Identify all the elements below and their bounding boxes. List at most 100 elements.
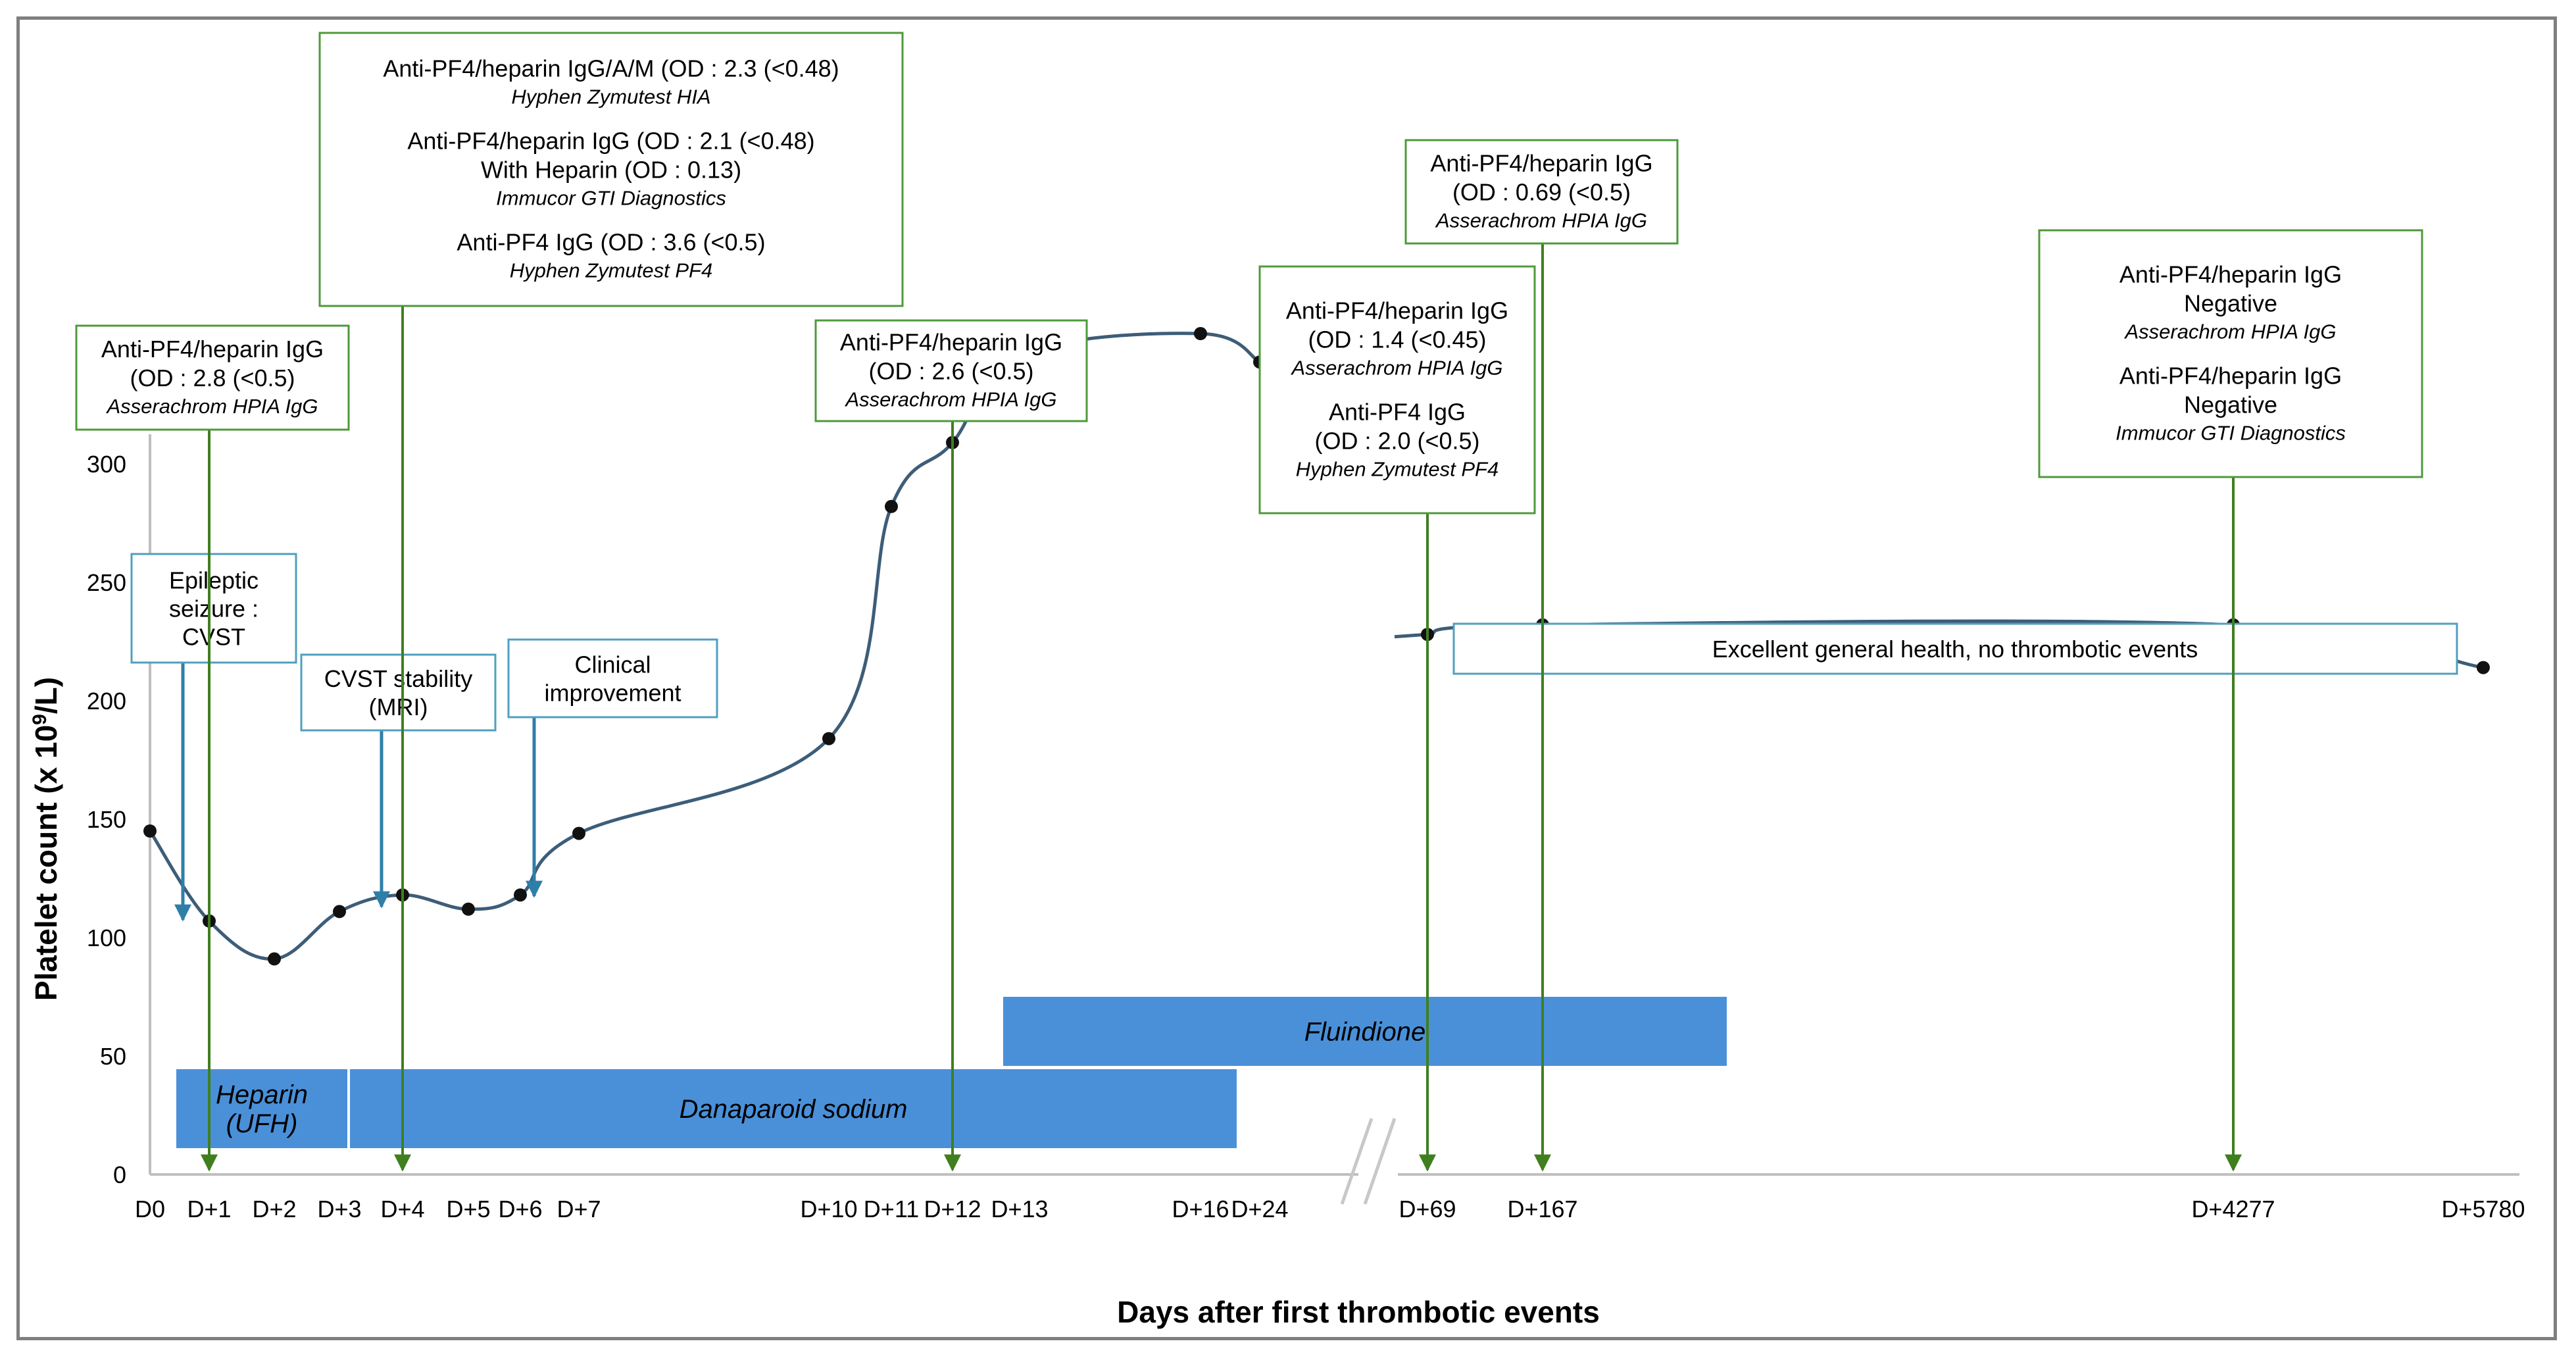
data-point <box>514 888 527 902</box>
test-method-label: Asserachrom HPIA IgG <box>105 395 318 418</box>
test-result-label: (OD : 2.0 (<0.5) <box>1314 428 1479 455</box>
test-result-label: Anti-PF4/heparin IgG/A/M (OD : 2.3 (<0.4… <box>383 55 839 82</box>
treatment-bar <box>1003 997 1727 1066</box>
x-tick-label: D+24 <box>1231 1196 1288 1222</box>
data-point <box>268 952 281 966</box>
data-point <box>885 499 898 513</box>
x-tick-label: D+7 <box>557 1196 601 1222</box>
treatment-label: Danaparoid sodium <box>680 1095 908 1124</box>
y-tick-label: 50 <box>100 1043 126 1070</box>
treatment-label: (UFH) <box>226 1109 298 1138</box>
x-tick-label: D+4277 <box>2191 1196 2275 1222</box>
test-result-label: Anti-PF4/heparin IgG <box>101 336 324 363</box>
data-point <box>2477 661 2490 674</box>
test-result-annotations: Anti-PF4/heparin IgG(OD : 2.8 (<0.5)Asse… <box>75 32 2423 1172</box>
data-point <box>572 826 585 840</box>
y-axis-title-main: Platelet count (x 10 <box>29 725 63 1001</box>
y-tick-label: 200 <box>87 688 126 715</box>
y-axis-title-superscript: 9 <box>29 714 51 725</box>
event-label: seizure : <box>169 595 259 622</box>
y-tick-label: 250 <box>87 569 126 596</box>
test-box <box>75 324 350 431</box>
test-result-label: Anti-PF4/heparin IgG <box>2119 261 2342 288</box>
test-result-label: With Heparin (OD : 0.13) <box>481 157 741 184</box>
health-banner: Excellent general health, no thrombotic … <box>1452 622 2458 675</box>
test-box <box>318 32 904 307</box>
x-tick-label: D0 <box>135 1196 165 1222</box>
axis-break-mark <box>1363 1118 1397 1205</box>
event-label: improvement <box>544 680 681 707</box>
banner-text: Excellent general health, no thrombotic … <box>1712 636 2198 663</box>
x-tick-label: D+69 <box>1399 1196 1456 1222</box>
x-tick-label: D+5780 <box>2441 1196 2525 1222</box>
test-result-label: Anti-PF4/heparin IgG <box>840 329 1062 356</box>
x-tick-label: D+16 <box>1172 1196 1229 1222</box>
test-result-label: Anti-PF4/heparin IgG <box>1286 297 1508 324</box>
event-box <box>130 553 297 664</box>
test-method-label: Immucor GTI Diagnostics <box>496 187 726 210</box>
test-result-label: Anti-PF4/heparin IgG <box>2119 363 2342 390</box>
event-label: Epileptic <box>169 567 259 594</box>
data-point <box>822 732 835 745</box>
x-tick-label: D+167 <box>1507 1196 1577 1222</box>
axis-break-mark <box>1340 1118 1374 1205</box>
test-box <box>1404 139 1679 245</box>
figure-frame <box>16 16 2557 1340</box>
test-result-label: (OD : 1.4 (<0.45) <box>1308 326 1486 353</box>
x-tick-label: D+11 <box>864 1196 919 1222</box>
x-tick-label: D+4 <box>380 1196 424 1222</box>
event-label: Clinical <box>574 651 651 678</box>
test-method-label: Asserachrom HPIA IgG <box>1435 209 1647 232</box>
x-tick-label: D+1 <box>187 1196 231 1222</box>
test-result-label: Anti-PF4/heparin IgG (OD : 2.1 (<0.48) <box>407 128 814 155</box>
x-tick-label: D+3 <box>317 1196 361 1222</box>
treatment-bar <box>176 1069 347 1148</box>
test-result-label: Anti-PF4 IgG (OD : 3.6 (<0.5) <box>457 229 765 256</box>
data-point <box>333 905 346 919</box>
test-box <box>2038 229 2423 478</box>
treatment-label: Fluindione <box>1304 1018 1426 1047</box>
test-method-label: Asserachrom HPIA IgG <box>844 388 1056 411</box>
x-tick-label: D+2 <box>252 1196 296 1222</box>
y-tick-label: 300 <box>87 451 126 478</box>
event-box <box>507 638 718 718</box>
data-point <box>462 902 475 916</box>
test-result-label: Anti-PF4/heparin IgG <box>1430 150 1652 177</box>
x-tick-label: D+10 <box>800 1196 857 1222</box>
test-method-label: Hyphen Zymutest PF4 <box>1296 458 1499 481</box>
data-point <box>143 824 157 838</box>
x-tick-label: D+6 <box>498 1196 542 1222</box>
test-result-label: Negative <box>2184 290 2277 317</box>
x-tick-label: D+12 <box>924 1196 981 1222</box>
test-result-label: Anti-PF4 IgG <box>1329 399 1466 426</box>
y-tick-label: 150 <box>87 806 126 833</box>
test-method-label: Hyphen Zymutest PF4 <box>510 259 712 282</box>
banner-box <box>1452 622 2458 675</box>
x-tick-label: D+13 <box>991 1196 1048 1222</box>
event-label: CVST <box>182 624 245 651</box>
test-box <box>1258 265 1536 515</box>
treatment-bar <box>350 1069 1237 1148</box>
treatment-bars: Heparin(UFH) Danaparoid sodium Fluindione <box>176 997 1727 1148</box>
test-method-label: Immucor GTI Diagnostics <box>2116 422 2346 445</box>
test-result-label: (OD : 0.69 (<0.5) <box>1452 179 1631 206</box>
test-result-label: Negative <box>2184 391 2277 418</box>
y-axis-title-unit: /L) <box>29 677 63 714</box>
event-label: (MRI) <box>369 693 428 720</box>
y-tick-label: 0 <box>113 1161 126 1188</box>
test-method-label: Asserachrom HPIA IgG <box>1290 357 1502 380</box>
test-result-label: (OD : 2.6 (<0.5) <box>868 358 1033 385</box>
y-axis-title: Platelet count (x 109/L) <box>29 677 63 1001</box>
x-axis-title: Days after first thrombotic events <box>1117 1295 1600 1329</box>
data-point <box>1194 327 1207 340</box>
test-result-label: (OD : 2.8 (<0.5) <box>130 365 295 391</box>
x-tick-label: D+5 <box>446 1196 490 1222</box>
event-label: CVST stability <box>324 665 472 692</box>
y-tick-label: 100 <box>87 924 126 951</box>
test-method-label: Asserachrom HPIA IgG <box>2123 320 2336 343</box>
test-box <box>814 319 1088 422</box>
event-box <box>300 653 497 732</box>
treatment-label: Heparin <box>216 1080 308 1109</box>
